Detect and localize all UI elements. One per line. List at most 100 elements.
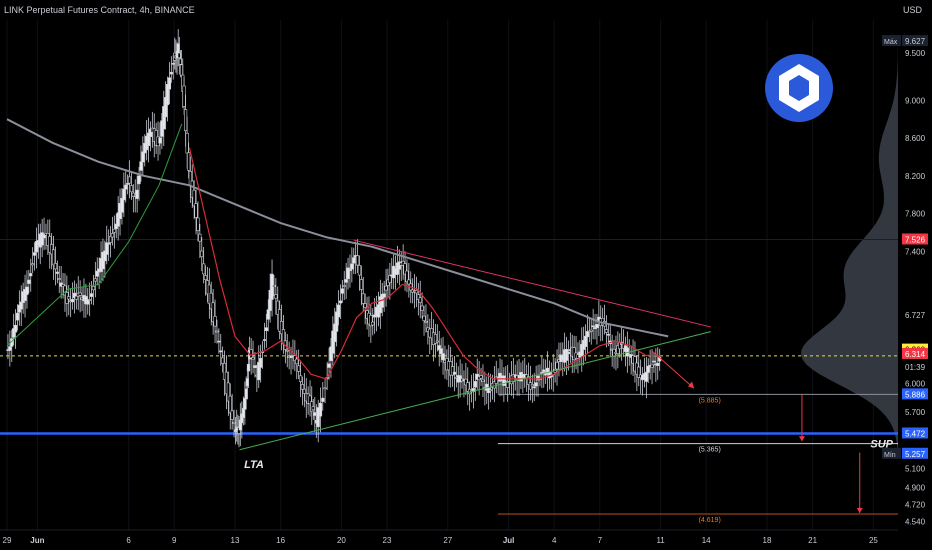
candle-body [194,203,198,218]
candle-body [103,250,107,262]
candle-body [196,217,200,231]
candle-body [187,152,191,171]
x-tick-label: 16 [276,536,285,545]
candle-body [616,345,620,354]
x-tick-label: 18 [763,536,772,545]
candle-body [545,367,550,375]
candle-body [585,331,590,338]
candle-body [340,288,344,294]
candle-body [418,297,422,303]
candle-body [344,279,348,283]
candle-body [202,263,206,275]
candle-body [129,185,134,193]
candle-body [401,260,405,266]
candle-body [40,232,44,246]
price-badge [902,360,928,372]
candle-body [19,301,23,310]
candle-body [405,270,409,282]
candle-body [466,382,470,392]
candle-body [644,371,648,382]
candle-body [311,406,315,411]
candle-body [450,366,455,376]
candle-body [298,375,303,382]
candle-body [243,398,247,410]
candle-body [272,285,276,288]
candle-body [116,212,120,227]
candle-body [526,376,531,385]
price-badge-value: 7.526 [905,235,926,244]
drop-arrowhead [856,508,863,513]
price-axis: 9.5009.0008.6008.2007.8007.4006.7276.294… [882,0,932,550]
candles [6,29,662,448]
candle-body [279,320,284,335]
x-tick-label: 27 [443,536,452,545]
candle-body [167,77,172,90]
candle-body [327,363,331,368]
ma-green-line [6,123,183,347]
candle-body [107,242,111,245]
candle-body [13,324,18,333]
candle-body [93,278,97,282]
candle-body [646,365,650,373]
candle-body [146,132,151,147]
candle-body [439,348,443,355]
candle-body [532,386,536,389]
candle-body [139,161,143,171]
y-tick-label: 7.800 [905,210,926,219]
x-tick-label: 23 [383,536,392,545]
candle-body [259,357,263,368]
candle-body [589,329,593,332]
candle-body [53,263,58,270]
candle-body [184,109,188,132]
candle-body [355,255,360,266]
x-tick-label: 29 [3,536,12,545]
candle-body [164,97,168,118]
candle-body [331,330,335,354]
candle-body [232,421,236,424]
candle-body [323,387,327,390]
candle-body [251,357,255,360]
candle-body [506,381,510,388]
candle-body [656,362,660,366]
projection-arrowhead [688,381,695,389]
price-badge [902,427,928,439]
candle-body [89,293,94,297]
candle-body [352,257,356,264]
candle-body [416,294,420,300]
candle-body [278,309,282,332]
candle-body [162,106,166,130]
candle-body [126,183,130,185]
candle-body [321,397,325,402]
annotation-sup: SUP [870,439,893,451]
candle-body [285,349,289,352]
candle-body [583,335,588,347]
x-tick-label: 25 [869,536,878,545]
candle-body [192,189,196,207]
candle-body [209,292,213,310]
candle-body [74,295,78,300]
candle-body [481,379,485,382]
y-tick-label: 9.500 [905,49,926,58]
price-badge [902,35,928,47]
x-tick-label: 20 [337,536,346,545]
candle-body [338,300,343,304]
candle-body [318,402,323,417]
price-badge-value: 5.257 [905,450,926,459]
candle-body [148,128,153,138]
candle-body [120,197,124,213]
candle-body [403,263,407,275]
candle-body [158,137,162,144]
price-badge [902,347,928,359]
x-tick-label: 7 [598,536,603,545]
candle-body [185,132,189,154]
candle-body [276,300,280,315]
candle-body [222,362,227,380]
candle-body [530,384,534,387]
ma-gray-line [6,118,669,338]
candle-body [564,348,569,361]
candle-body [308,395,312,405]
candle-body [384,285,388,291]
candle-body [329,346,333,362]
candle-body [42,234,46,239]
